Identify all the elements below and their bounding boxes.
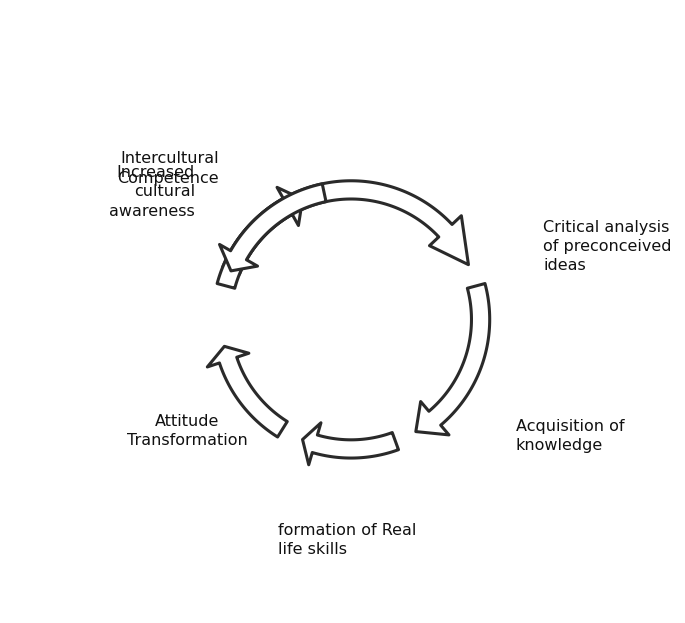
Polygon shape [217,188,303,288]
Text: Increased
cultural
awareness: Increased cultural awareness [109,165,195,219]
Polygon shape [219,184,326,271]
Polygon shape [303,423,399,465]
Text: formation of Real
life skills: formation of Real life skills [279,523,417,558]
Text: Intercultural
Competence: Intercultural Competence [118,151,219,186]
Text: Acquisition of
knowledge: Acquisition of knowledge [516,419,624,454]
Text: Critical analysis
of preconceived
ideas: Critical analysis of preconceived ideas [543,220,672,273]
Polygon shape [223,181,469,274]
Polygon shape [208,346,287,437]
Text: Attitude
Transformation: Attitude Transformation [127,414,247,448]
Polygon shape [416,283,490,435]
